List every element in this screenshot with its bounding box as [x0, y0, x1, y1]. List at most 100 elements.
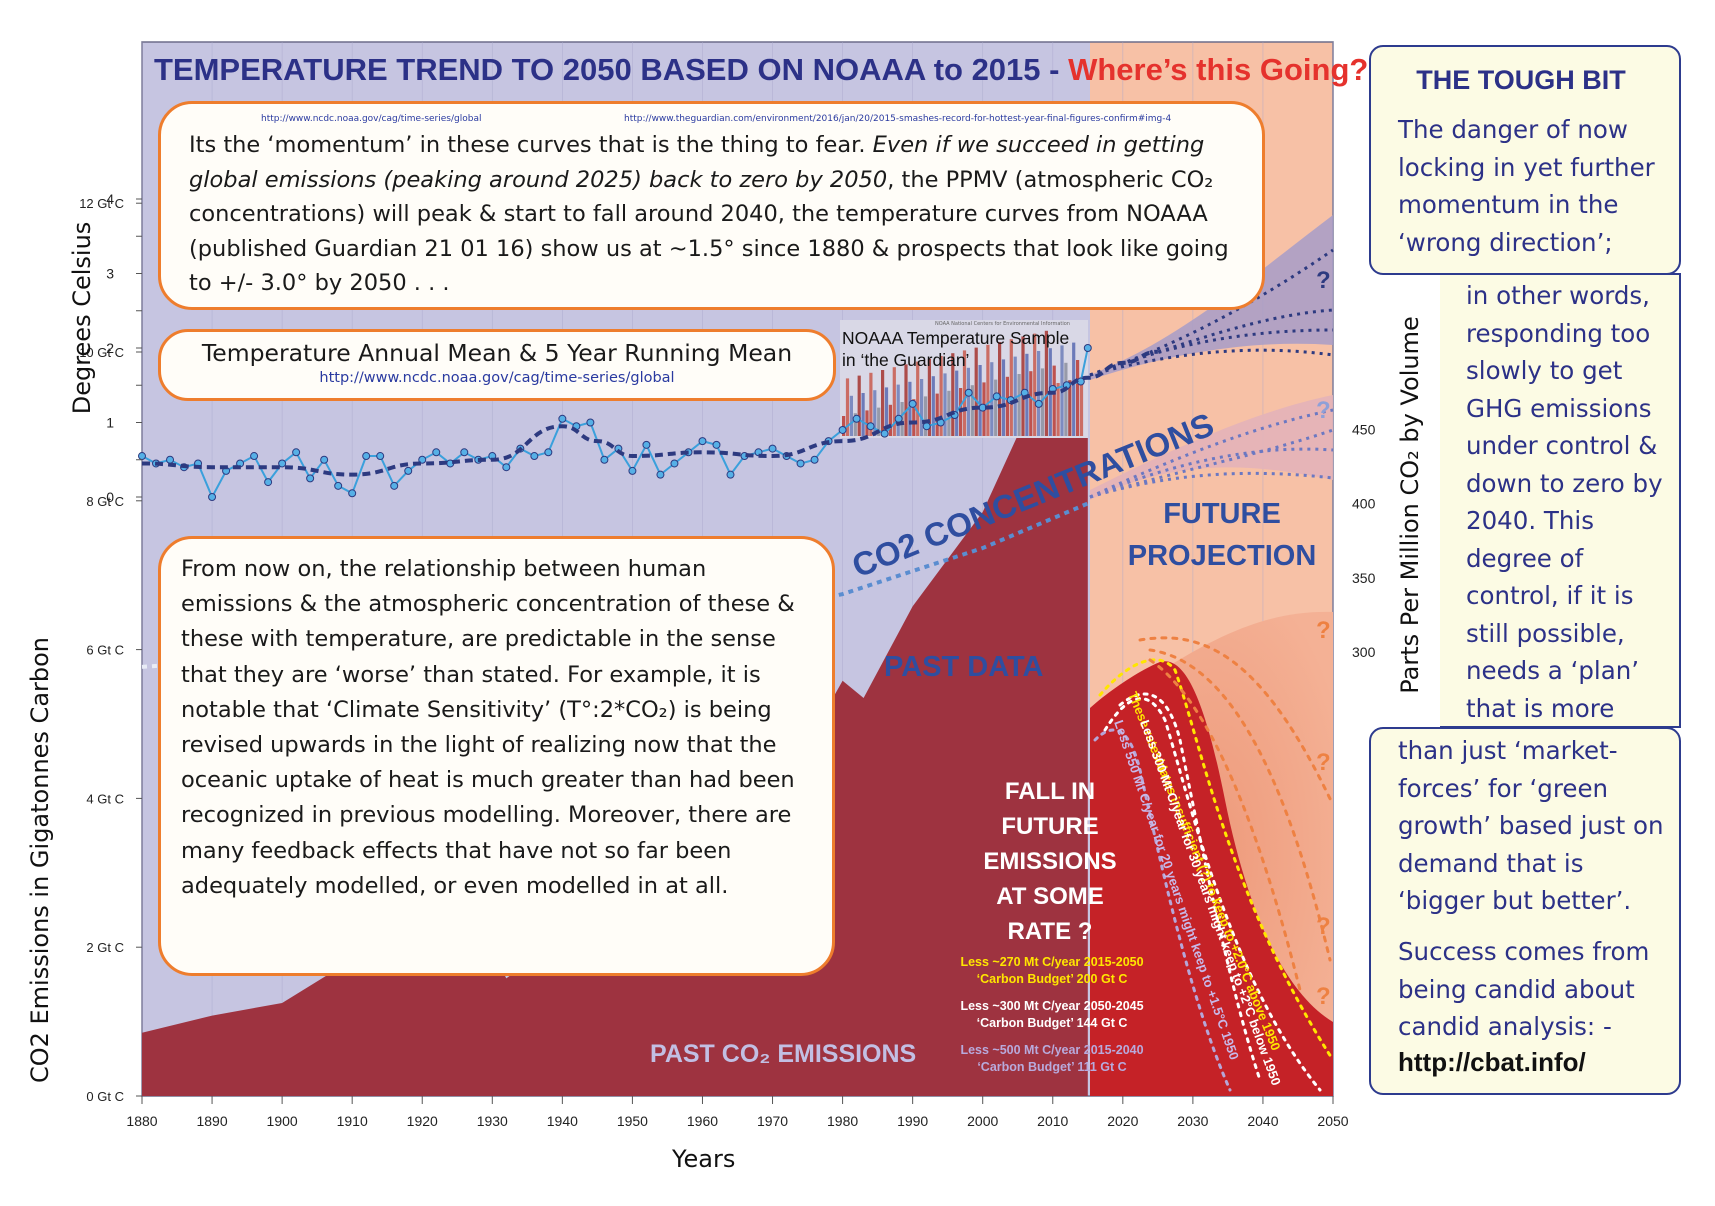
callout-top-text-italic: Even if we succeed in getting global emi… [189, 132, 1205, 193]
inset-bar-46 [1021, 336, 1025, 436]
temperature-point-1898 [264, 478, 273, 487]
temperature-point-1946 [600, 455, 609, 464]
callout-temperature-url[interactable]: http://www.ncdc.noaa.gov/cag/time-series… [319, 370, 675, 386]
future-projection-line-2: PROJECTION [1127, 540, 1317, 572]
qmark-temp-2: ? [1316, 397, 1331, 424]
temperature-point-1890 [208, 493, 217, 501]
temperature-axis-ticks: 0 1 2 3 4 [106, 191, 142, 505]
x-tick-label-1940: 1940 [547, 1113, 578, 1129]
sidebar-middle-box [1440, 273, 1681, 728]
temperature-point-1970 [768, 444, 777, 453]
inset-bar-14 [896, 384, 900, 436]
temperature-point-1914 [376, 452, 385, 461]
inset-bar-23 [931, 376, 935, 436]
fall-line-5: RATE ? [1007, 918, 1093, 945]
temp-tick-label-4: 4 [106, 191, 114, 207]
y-axis-temperature-title: Degrees Celsius [68, 221, 96, 415]
inset-bar-8 [873, 390, 877, 436]
temperature-point-1926 [460, 448, 469, 457]
emissions-tick-label-4: 8 Gt C [86, 494, 124, 509]
chart-title-highlight: Where’s this Going? [1068, 52, 1369, 87]
inset-bar-37 [986, 344, 990, 436]
fall-line-1: FALL IN [1004, 778, 1096, 805]
temperature-point-1880 [138, 452, 146, 461]
temperature-point-1938 [544, 448, 553, 457]
temp-tick-label-0: 0 [106, 489, 114, 505]
fall-line-2: FUTURE [1001, 813, 1099, 840]
inset-bar-49 [1033, 333, 1037, 436]
ppm-tick-label-300: 300 [1352, 644, 1376, 660]
temperature-point-1896 [250, 452, 259, 461]
y-axis-emissions-title: CO2 Emissions in Gigatonnes Carbon [26, 636, 54, 1084]
inset-bar-45 [1017, 374, 1021, 436]
co2-concentration-line [702, 501, 1089, 629]
sidebar-link[interactable]: http://cbat.info/ [1398, 1047, 1586, 1077]
ppm-axis-ticks: 300 350 400 450 [1352, 421, 1376, 660]
inset-bar-33 [970, 385, 974, 436]
inset-bar-60 [1076, 360, 1080, 436]
inset-tiny-caption: NOAA National Centers for Environmental … [935, 321, 1070, 327]
x-tick-label-1910: 1910 [337, 1113, 368, 1129]
inset-bar-55 [1056, 383, 1060, 436]
temperature-projection-curves [1089, 248, 1334, 377]
chart-title: TEMPERATURE TREND TO 2050 BASED ON NOAAA… [154, 52, 1368, 88]
fall-in-emissions-label: FALL IN FUTURE EMISSIONS AT SOME RATE ? [960, 774, 1140, 949]
temperature-point-1986 [880, 429, 889, 438]
ppm-tick-label-400: 400 [1352, 496, 1376, 512]
ppm-tick-label-450: 450 [1352, 421, 1376, 437]
inset-bar-13 [892, 367, 896, 436]
inset-bar-44 [1013, 356, 1017, 436]
url-noaa[interactable]: http://www.ncdc.noaa.gov/cag/time-series… [261, 114, 482, 124]
budget-yellow-1: Less ~270 Mt C/year 2015-2050 [960, 955, 1144, 969]
x-tick-label-1880: 1880 [126, 1113, 157, 1129]
temperature-point-1912 [362, 452, 371, 461]
callout-top-text-post: , the PPMV (atmospheric CO₂ concentratio… [189, 166, 1229, 297]
co2-projection-curves [1089, 408, 1334, 499]
future-projection-line-1: FUTURE [1163, 498, 1281, 530]
temperature-point-1954 [656, 470, 665, 479]
temperature-point-1980 [838, 425, 847, 434]
x-tick-label-1980: 1980 [827, 1113, 858, 1129]
past-data-label: PAST DATA [884, 651, 1044, 683]
x-axis-title: Years [672, 1145, 736, 1173]
temperature-point-1944 [586, 418, 595, 427]
noaa-inset-image [840, 320, 1088, 438]
sidebar-top-box [1369, 45, 1681, 275]
callout-temperature: Temperature Annual Mean & 5 Year Running… [158, 329, 836, 401]
temperature-point-1982 [852, 414, 861, 423]
temperature-point-1976 [810, 455, 819, 464]
inset-bar-0 [842, 416, 846, 436]
inset-bar-24 [935, 393, 939, 436]
inset-bar-39 [994, 379, 998, 436]
y-axis-ppm-title: Parts Per Million CO₂ by Volume [1396, 316, 1424, 694]
inset-bar-51 [1040, 368, 1045, 436]
temperature-point-1906 [320, 455, 329, 464]
inset-bar-12 [888, 404, 892, 436]
temperature-point-1908 [334, 481, 343, 490]
temperature-point-1952 [642, 440, 651, 449]
inset-bar-2 [849, 395, 853, 436]
inset-bar-1 [845, 378, 850, 436]
x-tick-label-2040: 2040 [1247, 1113, 1278, 1129]
inset-bar-42 [1005, 376, 1009, 436]
inset-bar-35 [978, 365, 982, 436]
inset-bar-17 [908, 381, 912, 436]
inset-bar-26 [943, 373, 947, 436]
past-emissions-label: PAST CO₂ EMISSIONS [650, 1040, 917, 1068]
temperature-point-1916 [390, 481, 399, 490]
budget-purple-2: ‘Carbon Budget’ 111 Gt C [977, 1060, 1127, 1074]
temperature-point-1900 [278, 459, 287, 468]
emissions-tick-label-3: 6 Gt C [86, 643, 124, 658]
temperature-point-2015 [1083, 344, 1092, 352]
temperature-point-1904 [306, 474, 315, 483]
callout-top-text-pre: Its the ‘momentum’ in these curves that … [189, 132, 873, 158]
callout-bottom-text: From now on, the relationship between hu… [181, 556, 795, 899]
url-guardian[interactable]: http://www.theguardian.com/environment/2… [624, 114, 1172, 124]
temperature-point-1960 [698, 437, 707, 446]
qmark-emissions-1: ? [1316, 617, 1331, 644]
temperature-point-1936 [530, 452, 539, 461]
temperature-point-1962 [712, 440, 721, 449]
temperature-point-1940 [558, 414, 567, 423]
x-axis-ticks: 1880 1890 1900 1910 1920 1930 1940 1950 1960 1970… [126, 1096, 1349, 1129]
inset-bar-54 [1052, 365, 1056, 436]
